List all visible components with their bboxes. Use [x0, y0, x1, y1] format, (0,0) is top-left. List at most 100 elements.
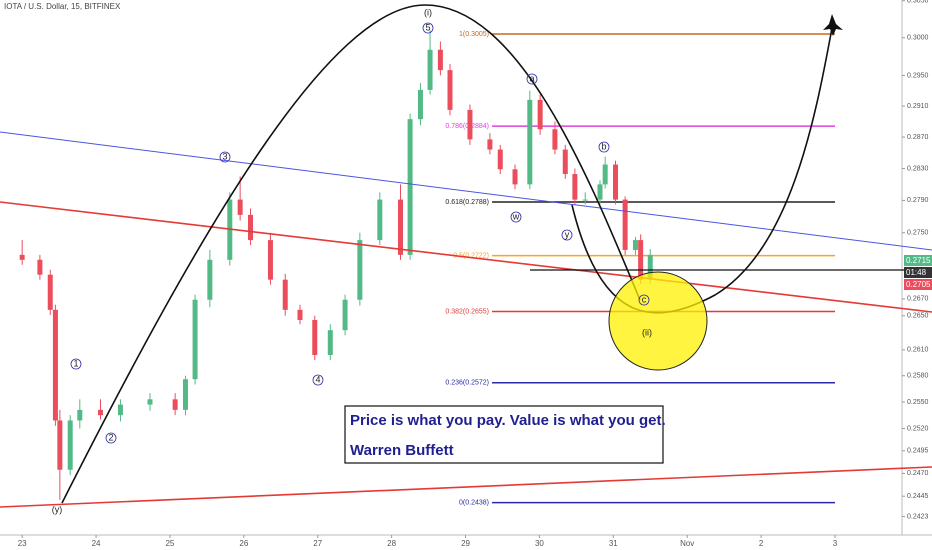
x-tick-label: 27 [313, 539, 322, 548]
candle-body [552, 129, 558, 150]
highlight-circle [608, 271, 708, 371]
candle-body [47, 274, 53, 310]
quote-box [344, 405, 664, 464]
fib-levels: 1(0.3005) 0.786(0.2884) 0.618(0.2788) 0.5(0… [445, 31, 835, 506]
candle-body [622, 199, 628, 250]
y-tick-label: 0.2790 [907, 197, 929, 204]
x-tick-label: Nov [680, 539, 694, 548]
wave-label: a [529, 73, 534, 83]
x-tick-label: 26 [239, 539, 248, 548]
wave-label: 5 [425, 22, 430, 32]
y-tick-label: 0.3050 [907, 0, 929, 5]
candle-body [237, 199, 243, 215]
y-tick-label: 0.2670 [907, 296, 929, 303]
y-tick-label: 0.3000 [907, 35, 929, 42]
y-tick-label: 0.2910 [907, 103, 929, 110]
candle-body [117, 404, 123, 416]
timer-badge [904, 267, 932, 278]
candle-body [632, 240, 638, 250]
y-tick-label: 0.2470 [907, 470, 929, 477]
candle-body [147, 399, 153, 405]
fib-label: 0.5(0.2722) [453, 253, 489, 260]
candle-body [172, 399, 178, 410]
y-tick-label: 0.2580 [907, 373, 929, 380]
candle-body [467, 109, 473, 140]
candle-body [77, 409, 83, 421]
candle-body [19, 254, 25, 260]
author: Warren Buffett [350, 442, 454, 459]
candle-body [342, 299, 348, 331]
candle-body [597, 184, 603, 200]
y-tick-label: 0.2495 [907, 448, 929, 455]
red-trend-line [0, 201, 932, 313]
wave-label: (y) [52, 504, 63, 514]
wave-label: 3 [222, 151, 227, 161]
y-tick-label: 0.2445 [907, 493, 929, 500]
wave-label: 2 [108, 432, 113, 442]
fib-label: 1(0.3005) [459, 31, 489, 38]
wave-label: (i) [424, 7, 432, 17]
candle-body [487, 139, 493, 150]
x-tick-label: 29 [461, 539, 470, 548]
candle-body [537, 99, 543, 130]
candle-body [572, 174, 578, 200]
candle-body [582, 199, 588, 201]
price-badge [904, 279, 932, 290]
candle-body [312, 319, 318, 355]
candle-body [638, 240, 644, 280]
wave-label: c [642, 294, 647, 304]
candle-body [327, 330, 333, 355]
y-tick-label: 0.2750 [907, 230, 929, 237]
candle-body [52, 309, 58, 421]
fib-label: 0.382(0.2655) [445, 308, 489, 315]
projection-arc [571, 27, 833, 314]
wave-label: 4 [315, 374, 320, 384]
x-tick-label: 24 [92, 539, 101, 548]
y-tick-label: 0.2870 [907, 134, 929, 141]
candle-body [562, 149, 568, 175]
blue-trend-line [0, 131, 932, 251]
candle-body [417, 89, 423, 120]
candle-body [97, 409, 103, 416]
x-tick-label: 31 [609, 539, 618, 548]
y-tick-label: 0.2650 [907, 313, 929, 320]
x-tick-label: 25 [165, 539, 174, 548]
wave-arc [61, 4, 641, 504]
y-tick-label: 0.2520 [907, 425, 929, 432]
candle-body [527, 99, 533, 185]
candle-body [282, 279, 288, 310]
plane-icon [823, 14, 843, 36]
candle-body [377, 199, 383, 241]
candles [19, 30, 653, 500]
candle-body [297, 309, 303, 320]
candle-body [37, 259, 43, 275]
x-tick-label: 3 [833, 539, 838, 548]
candle-body [602, 164, 608, 185]
candle-body [267, 240, 273, 280]
y-tick-label: 0.2610 [907, 347, 929, 354]
candle-body [512, 169, 518, 185]
candle-body [497, 149, 503, 170]
fib-label: 0.786(0.2884) [445, 123, 489, 130]
red-support-line [0, 466, 932, 508]
y-tick-label: 0.2550 [907, 399, 929, 406]
x-tick-label: 28 [387, 539, 396, 548]
candle-body [407, 119, 413, 255]
candle-body [437, 49, 443, 71]
candle-body [427, 49, 433, 90]
price-label: 0.2715 [906, 256, 931, 265]
x-tick-label: 30 [535, 539, 544, 548]
quote: Price is what you pay. Value is what you… [350, 412, 666, 429]
chart-title: IOTA / U.S. Dollar, 15, BITFINEX [4, 2, 121, 11]
wave-label: b [601, 141, 606, 151]
candle-body [397, 199, 403, 255]
y-tick-label: 0.2830 [907, 165, 929, 172]
y-tick-label: 0.2423 [907, 513, 929, 520]
candle-body [613, 164, 619, 200]
fib-label: 0(0.2438) [459, 499, 489, 506]
candle-body [67, 420, 73, 470]
price-label: 0.2705 [906, 280, 931, 289]
wave-label: w [512, 211, 520, 221]
